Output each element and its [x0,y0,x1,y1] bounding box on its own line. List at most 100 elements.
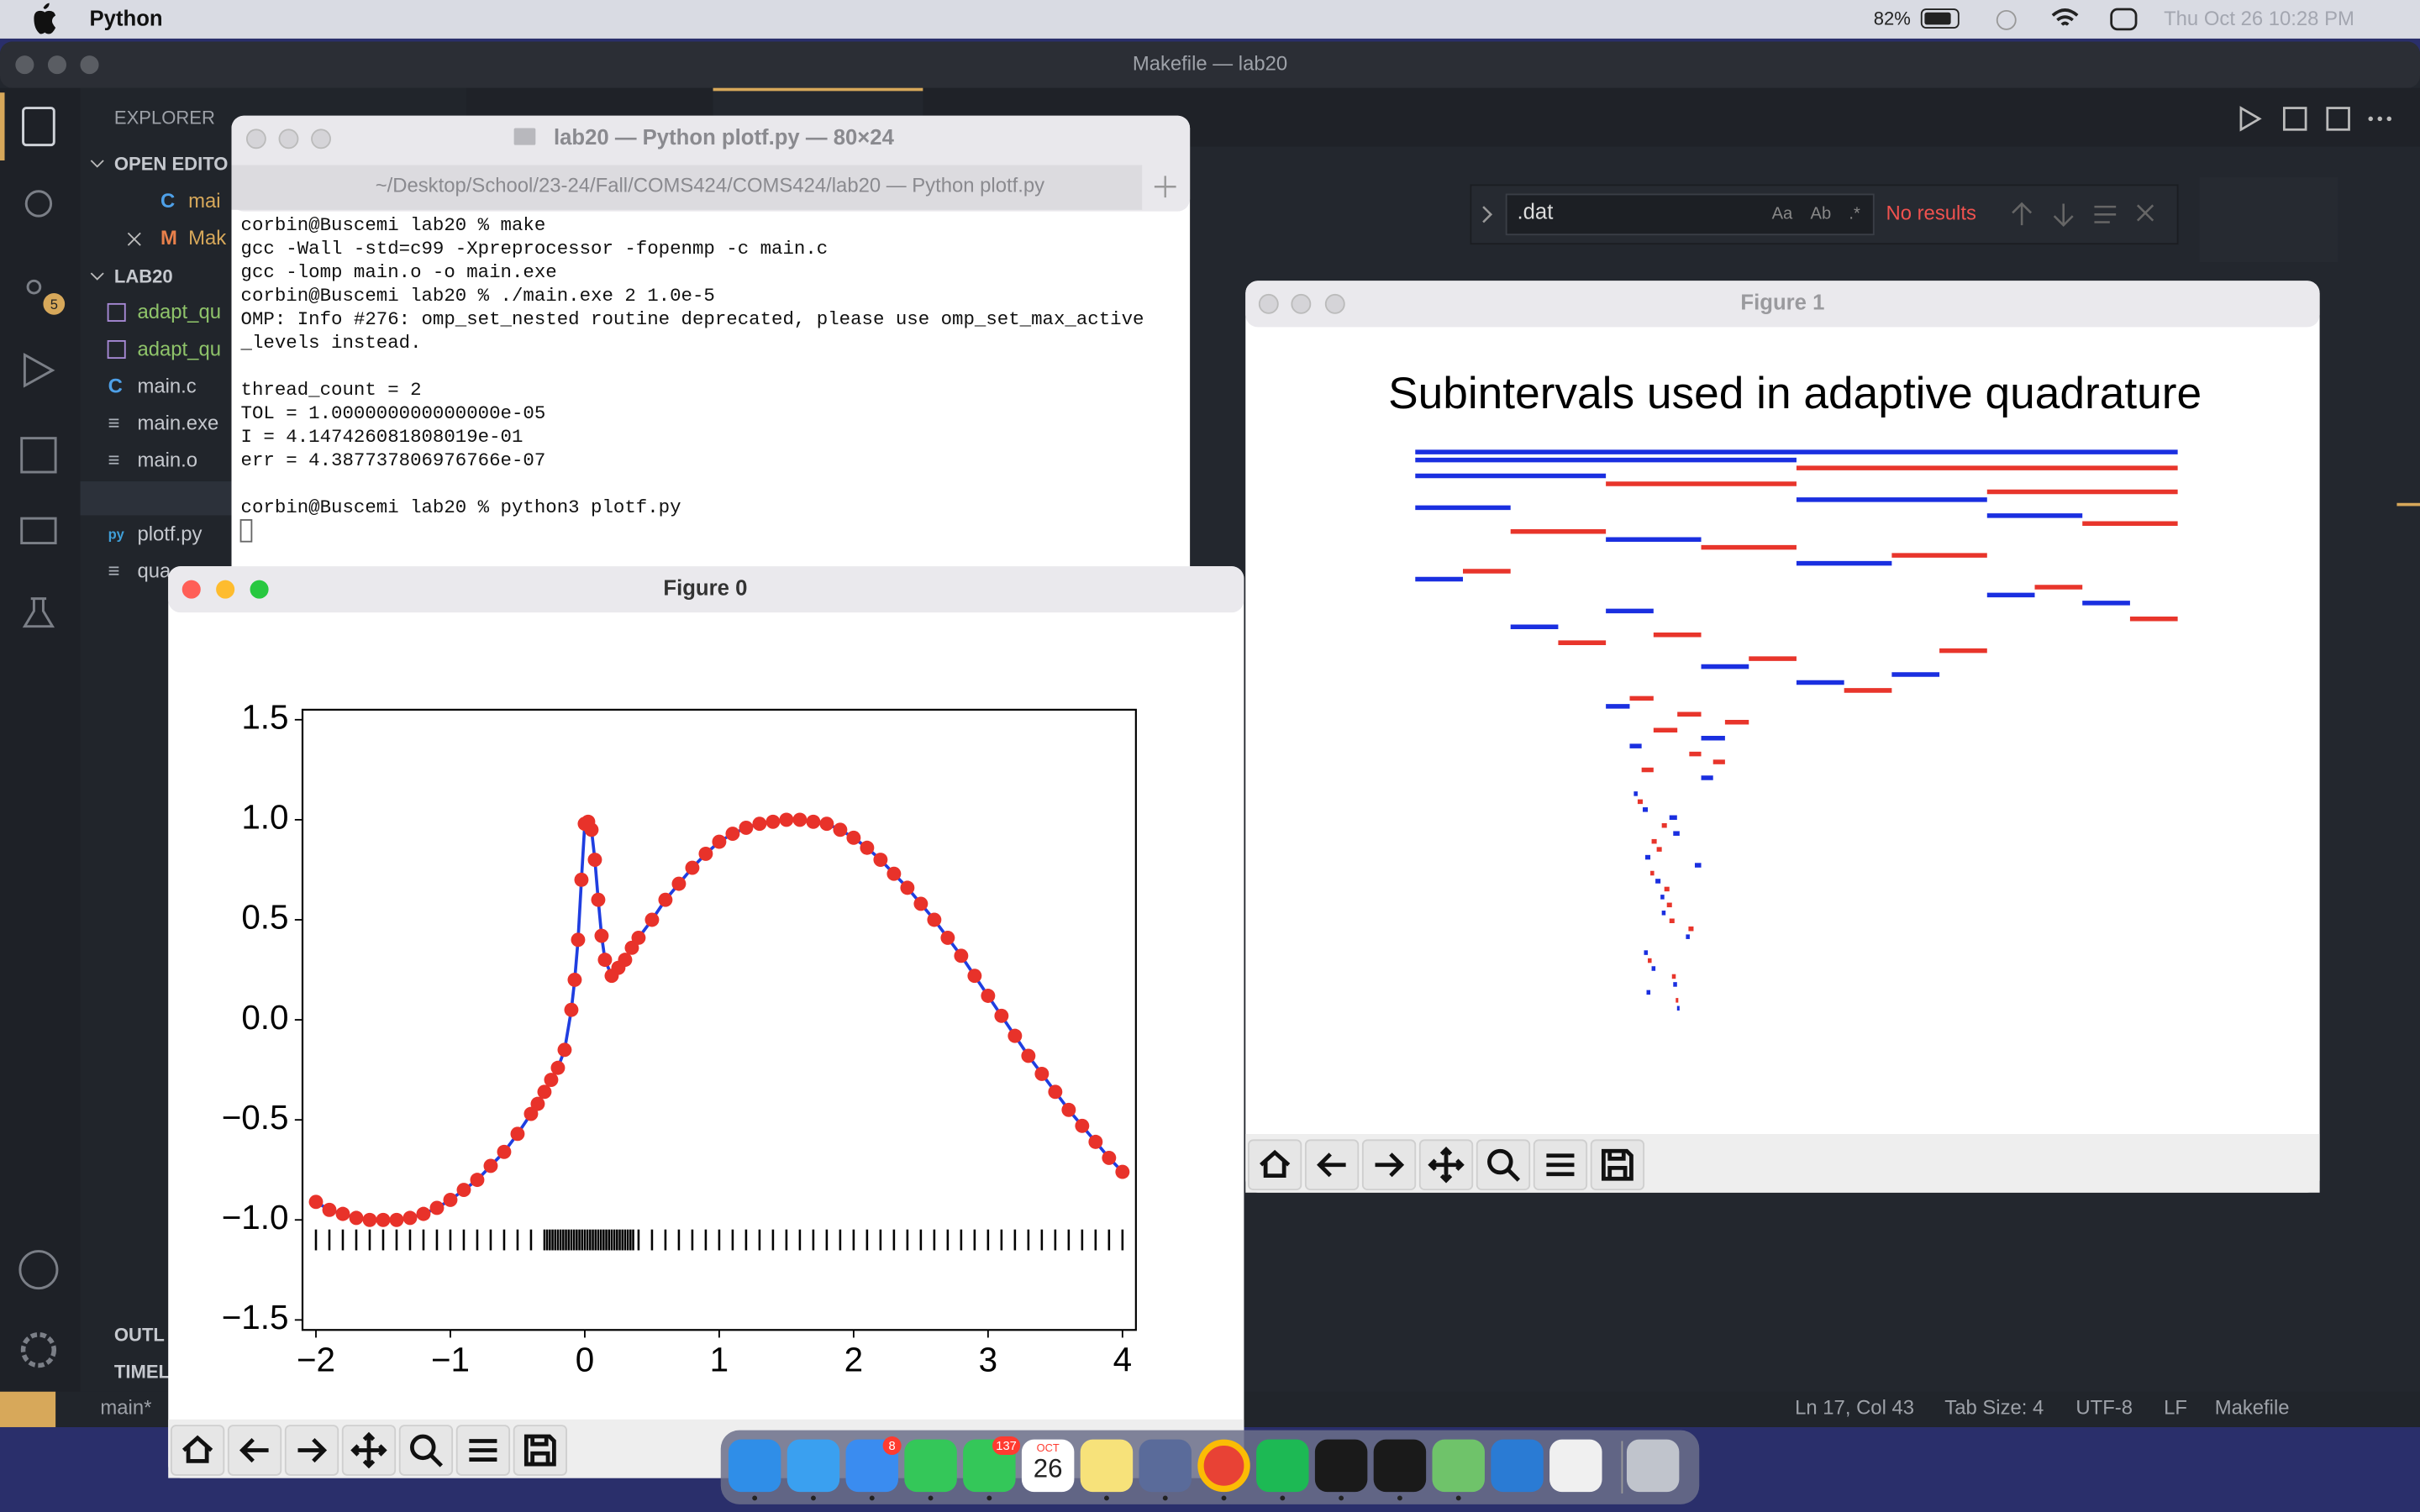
dock-maps[interactable] [1432,1439,1485,1493]
extensions-icon[interactable] [20,437,57,474]
find-input[interactable] [1505,193,1875,236]
toolbar-button-home[interactable] [170,1425,225,1476]
timeline-header[interactable]: TIMEL [114,1362,170,1383]
dock-chrome[interactable] [1197,1439,1250,1493]
status-item[interactable]: UTF-8 [2075,1396,2133,1419]
close-button[interactable] [15,55,34,75]
file-name[interactable]: adapt_qu [137,301,221,323]
toolbar-icon [1546,1153,1575,1177]
marker [860,840,875,855]
find-controls[interactable] [2012,202,2154,227]
dock-notes[interactable] [1080,1439,1134,1493]
terminal-line: OMP: Info #276: omp_set_nested routine d… [241,308,1144,330]
marker [1075,1118,1090,1133]
marker [362,1212,377,1227]
figure-titlebar [168,566,1244,613]
run-button[interactable] [2239,106,2262,132]
close-button[interactable] [245,129,266,150]
status-item[interactable]: Makefile [2215,1396,2290,1419]
window-title: Makefile — lab20 [1133,52,1287,75]
x-tick-label: 2 [844,1341,863,1379]
dock-mail[interactable] [845,1439,898,1493]
explorer-icon[interactable] [22,107,55,147]
search-icon[interactable] [24,190,53,218]
status-item[interactable]: Ln 17, Col 43 [1795,1396,1914,1419]
open-editor[interactable]: mai [188,190,220,213]
marker [618,953,633,968]
folder-header[interactable]: LAB20 [114,265,173,286]
accounts-icon[interactable] [18,1250,59,1290]
split-button[interactable] [2326,107,2350,131]
toolbar-button-zoom[interactable] [398,1425,454,1476]
marker [1048,1084,1063,1100]
branch[interactable]: main* [100,1396,151,1419]
remote-icon[interactable] [20,517,57,544]
dock-finder[interactable] [728,1439,781,1493]
close-button[interactable] [182,580,201,599]
running-dot [1397,1495,1402,1501]
file-name[interactable]: main.o [137,449,197,471]
toolbar-button-zoom[interactable] [1476,1139,1531,1191]
minimize-button[interactable] [47,55,66,75]
dock-safari[interactable] [786,1439,840,1493]
toolbar-button-home[interactable] [1248,1139,1302,1191]
open-editors-header[interactable]: OPEN EDITO [114,153,228,174]
remote-indicator[interactable] [0,1391,56,1427]
scm-icon[interactable] [26,279,42,295]
file-name[interactable]: qua [137,560,171,583]
compare-button[interactable] [2282,107,2307,131]
testing-icon[interactable] [22,597,55,628]
control-center[interactable] [2110,8,2138,31]
file-name[interactable]: main.exe [137,412,218,434]
dock-vscode[interactable] [1491,1439,1544,1493]
replace-toggle[interactable] [1482,206,1493,223]
marker [584,822,599,837]
dock-facetime[interactable] [904,1439,957,1493]
app-name[interactable]: Python [90,8,163,31]
run-icon[interactable] [23,352,55,388]
zoom-button[interactable] [1324,293,1345,314]
open-editor[interactable]: Mak [188,227,226,249]
dock-terminal[interactable] [1373,1439,1427,1493]
zoom-button[interactable] [311,129,331,150]
more-dot [2377,116,2382,122]
battery-icon[interactable] [1920,8,1960,29]
settings-icon[interactable] [20,1332,57,1368]
terminal-line: corbin@Buscemi lab20 % python3 plotf.py [241,496,681,518]
status-item[interactable]: LF [2164,1396,2187,1419]
dock-calendar[interactable] [1021,1439,1075,1493]
find-option[interactable]: Aa [1772,205,1793,223]
new-tab-button[interactable] [1154,176,1176,198]
apple-menu[interactable] [34,3,56,34]
file-name[interactable]: adapt_qu [137,338,221,360]
minimize-button[interactable] [278,129,299,150]
zoom-button[interactable] [250,580,269,599]
toolbar-button-save[interactable] [1590,1139,1645,1191]
close-button[interactable] [1258,293,1279,314]
clock[interactable]: Thu Oct 26 10:28 PM [2164,8,2354,30]
more-button[interactable] [2368,116,2373,122]
airdrop-icon[interactable] [1996,9,2017,30]
minimize-button[interactable] [1291,293,1312,314]
terminal-tab[interactable] [231,165,1143,210]
close-editor[interactable] [127,232,141,246]
minimize-button[interactable] [216,580,235,599]
find-option[interactable]: Ab [1810,205,1831,223]
terminal-line: corbin@Buscemi lab20 % ./main.exe 2 1.0e… [241,285,715,307]
dock-trash[interactable] [1626,1439,1680,1493]
status-item[interactable]: Tab Size: 4 [1944,1396,2044,1419]
dock-spotify[interactable] [1256,1439,1309,1493]
dock-activity-monitor[interactable] [1314,1439,1368,1493]
dock-python[interactable] [1549,1439,1602,1493]
find-option[interactable]: .* [1849,205,1860,223]
file-icon: ≡ [108,560,120,583]
wifi-icon[interactable] [2051,8,2079,26]
outline-header[interactable]: OUTL [114,1324,165,1345]
file-name[interactable]: plotf.py [137,523,202,546]
file-name[interactable]: main.c [137,375,196,397]
marker [1061,1102,1076,1117]
zoom-button[interactable] [80,55,99,75]
marker [685,860,700,875]
toolbar-button-save[interactable] [513,1425,567,1476]
dock-xcode[interactable] [1139,1439,1192,1493]
